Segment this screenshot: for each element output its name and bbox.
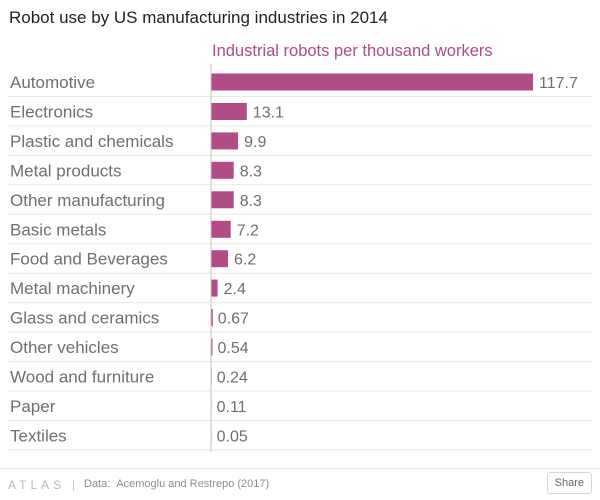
grid-lines — [8, 96, 592, 451]
source-text: Acemoglu and Restrepo (2017) — [116, 478, 270, 490]
footer-divider — [0, 468, 600, 469]
value-label: 0.54 — [218, 340, 249, 357]
value-label: 0.24 — [217, 370, 248, 387]
bar[interactable] — [211, 338, 213, 356]
bar[interactable] — [211, 309, 213, 327]
category-labels: Automotive Electronics Plastic and chemica… — [10, 73, 173, 445]
category-label: Electronics — [10, 103, 93, 122]
value-label: 2.4 — [224, 281, 246, 298]
category-label: Automotive — [10, 73, 95, 92]
footer-separator: | — [72, 477, 76, 491]
chart-subtitle: Industrial robots per thousand workers — [212, 42, 493, 60]
value-label: 0.05 — [217, 428, 248, 445]
value-label: 6.2 — [234, 252, 256, 269]
category-label: Metal products — [10, 161, 122, 180]
atlas-logo[interactable]: ATLAS — [8, 478, 66, 492]
value-label: 7.2 — [237, 222, 259, 239]
bar[interactable] — [211, 132, 239, 150]
category-label: Glass and ceramics — [10, 309, 159, 328]
value-label: 8.3 — [240, 163, 262, 180]
value-label: 8.3 — [240, 193, 262, 210]
value-label: 0.67 — [218, 311, 249, 328]
share-button[interactable]: Share — [546, 472, 592, 494]
category-label: Wood and furniture — [10, 368, 154, 387]
value-label: 0.11 — [217, 399, 247, 416]
category-label: Plastic and chemicals — [10, 132, 173, 151]
value-labels: 117.7 13.1 9.9 8.3 8.3 7.2 6.2 2.4 0.67 0.54 0.24 0… — [217, 75, 578, 445]
category-label: Other vehicles — [10, 338, 119, 357]
data-source: Data: Acemoglu and Restrepo (2017) — [84, 478, 269, 490]
category-label: Basic metals — [10, 220, 106, 239]
category-label: Textiles — [10, 426, 67, 445]
footer: ATLAS | Data: Acemoglu and Restrepo (2017… — [0, 468, 600, 500]
source-label: Data: — [84, 478, 111, 490]
category-label: Metal machinery — [10, 279, 135, 298]
bars — [211, 73, 533, 444]
chart-title: Robot use by US manufacturing industries… — [9, 8, 388, 27]
bar[interactable] — [211, 73, 533, 91]
bar[interactable] — [211, 250, 228, 268]
category-label: Food and Beverages — [10, 250, 168, 269]
value-label: 117.7 — [539, 75, 578, 92]
bar[interactable] — [211, 103, 247, 120]
bar-chart: Automotive Electronics Plastic and chemica… — [8, 64, 592, 452]
category-label: Paper — [10, 397, 56, 416]
bar[interactable] — [211, 220, 231, 238]
value-label: 9.9 — [244, 134, 266, 151]
category-label: Other manufacturing — [10, 191, 165, 210]
bar[interactable] — [211, 161, 234, 179]
bar[interactable] — [211, 191, 234, 209]
value-label: 13.1 — [253, 105, 284, 122]
bar[interactable] — [211, 279, 218, 297]
